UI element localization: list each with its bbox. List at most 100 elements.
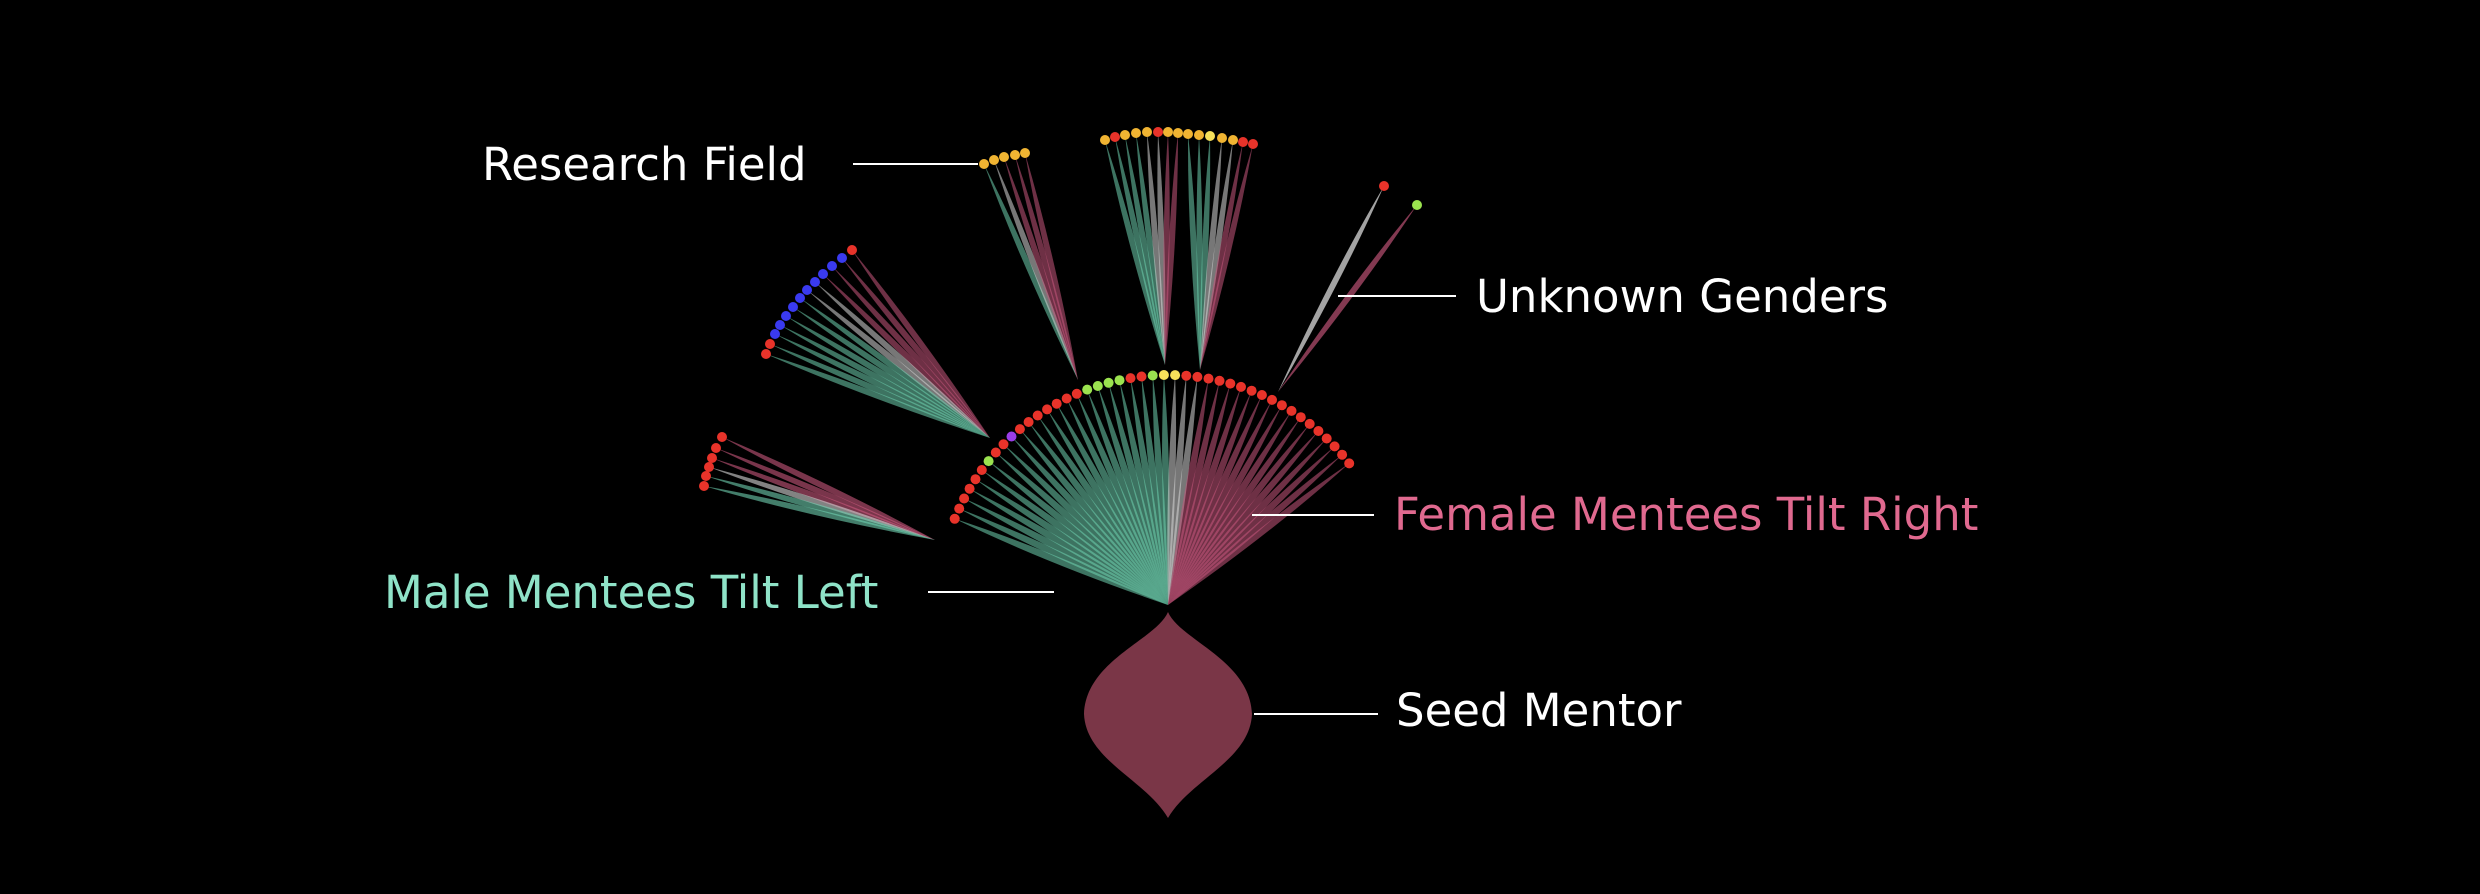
mentee-node — [701, 471, 711, 481]
mentee-node — [999, 152, 1009, 162]
mentee-link — [1199, 136, 1211, 370]
mentee-link — [1163, 132, 1170, 365]
mentee-node — [770, 329, 780, 339]
mentee-link — [1168, 431, 1319, 605]
mentee-node — [788, 302, 798, 312]
mentee-node — [1194, 130, 1204, 140]
mentee-node — [1337, 449, 1348, 460]
mentee-node — [699, 481, 709, 491]
mentee-node — [1203, 373, 1214, 384]
annotation-research-field: Research Field — [482, 138, 978, 191]
mentee-node — [1071, 388, 1082, 399]
mentee-link — [995, 452, 1168, 605]
mentee-node — [1153, 127, 1163, 137]
mentee-node — [1014, 424, 1025, 435]
mentee-link — [1168, 378, 1209, 605]
annotation-male-tilt: Male Mentees Tilt Left — [384, 566, 1054, 619]
mentee-node — [1100, 135, 1110, 145]
mentee-node — [976, 465, 987, 475]
mentee-node — [1136, 371, 1147, 382]
mentee-node — [1228, 135, 1238, 145]
mentee-node — [802, 285, 812, 295]
mentee-link — [1168, 376, 1198, 605]
mentee-node — [1304, 418, 1315, 429]
mentee-link — [1141, 376, 1168, 605]
mentee-link — [852, 250, 990, 438]
mentee-node — [1051, 398, 1062, 409]
mentee-node — [1286, 405, 1297, 416]
mentee-link — [706, 476, 935, 540]
mentee-node — [954, 503, 965, 514]
mentee-link — [1168, 423, 1310, 605]
mentee-link — [1168, 383, 1231, 605]
mentee-node — [837, 253, 847, 263]
mentee-link — [1076, 393, 1168, 605]
mentee-node — [1131, 128, 1141, 138]
mentee-node — [711, 443, 721, 453]
mentee-link — [1037, 415, 1168, 605]
mentee-node — [1120, 130, 1130, 140]
mentee-node — [1214, 375, 1225, 386]
mentee-node — [810, 277, 820, 287]
mentee-link — [1125, 135, 1165, 365]
mentee-link — [770, 344, 990, 438]
mentee-node — [1267, 394, 1277, 405]
mentee-link — [1130, 378, 1168, 605]
mentee-node — [1020, 148, 1030, 158]
mentee-link — [1105, 140, 1165, 365]
mentee-link — [716, 448, 935, 540]
mentee-node — [979, 159, 989, 169]
mentee-link — [1168, 386, 1241, 605]
mentee-link — [1028, 422, 1168, 605]
mentee-node — [1125, 373, 1136, 384]
mentee-node — [1344, 458, 1355, 469]
mentee-node — [1042, 404, 1053, 415]
mentee-node — [1082, 384, 1093, 395]
mentee-link — [832, 266, 990, 438]
mentee-node — [964, 483, 975, 494]
mentee-node — [704, 462, 714, 472]
mentee-node — [1225, 378, 1236, 389]
mentee-node — [1158, 370, 1169, 380]
mentee-link — [1168, 410, 1292, 605]
mentee-link — [1200, 138, 1222, 370]
mentee-link — [1278, 205, 1417, 392]
female-tilt-label: Female Mentees Tilt Right — [1394, 488, 1978, 541]
mentee-link — [984, 164, 1078, 380]
mentee-link — [1056, 403, 1168, 605]
mentee-link — [1119, 380, 1168, 605]
mentee-link — [1097, 386, 1168, 605]
mentee-link — [1200, 140, 1233, 370]
mentee-node — [1217, 133, 1227, 143]
mentee-node — [707, 453, 717, 463]
mentee-node — [1006, 431, 1017, 442]
annotation-female-tilt: Female Mentees Tilt Right — [1252, 488, 1978, 541]
mentee-node — [1173, 128, 1183, 138]
mentee-link — [1168, 463, 1350, 605]
mentee-node — [1142, 127, 1152, 137]
mentee-link — [793, 307, 990, 438]
mentee-link — [1168, 446, 1335, 605]
mentee-link — [1165, 133, 1179, 365]
mentee-link — [780, 325, 990, 438]
mentee-node — [959, 493, 970, 504]
mentee-link — [766, 354, 990, 438]
mentee-link — [959, 508, 1168, 605]
mentee-node — [1023, 417, 1034, 427]
mentee-link — [1168, 375, 1187, 605]
mentee-node — [1061, 393, 1072, 404]
mentee-link — [1115, 137, 1165, 365]
mentee-link — [1136, 133, 1165, 365]
mentee-node — [781, 311, 791, 321]
mentee-link — [1047, 409, 1168, 605]
mentee-link — [722, 437, 935, 540]
mentee-node — [1010, 150, 1020, 160]
mentee-node — [1114, 375, 1125, 386]
mentee-node — [1236, 381, 1246, 392]
mentee-link — [807, 290, 990, 438]
mentee-link — [1168, 395, 1262, 605]
mentee-tree — [699, 127, 1422, 605]
mentee-link — [1004, 157, 1078, 380]
mentee-node — [998, 439, 1009, 450]
